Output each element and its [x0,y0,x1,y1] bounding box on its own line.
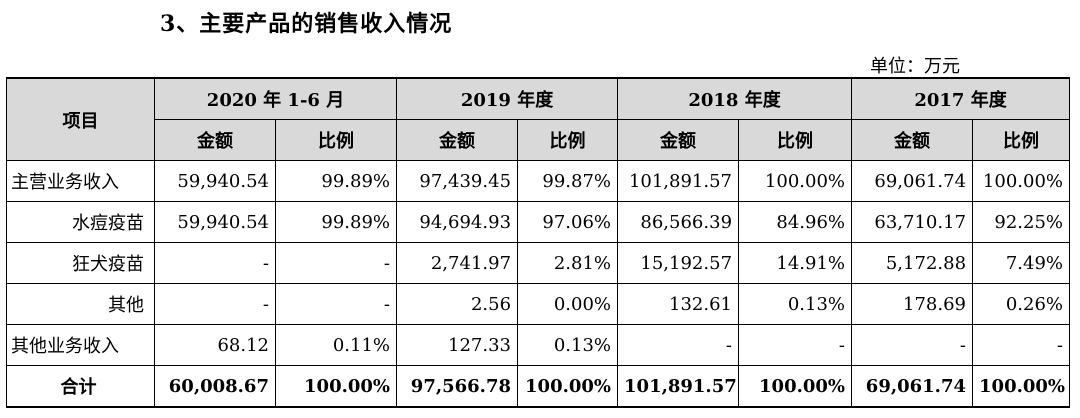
cell: 94,694.93 [396,201,519,243]
row-label: 其他业务收入 [6,324,155,366]
cell: 59,940.54 [154,201,276,243]
header-item: 项目 [6,77,155,161]
cell: 99.87% [517,160,619,202]
cell: - [738,324,853,366]
header-ratio: 比例 [972,119,1071,161]
cell: 100.00% [972,365,1071,408]
table-row: 水痘疫苗 59,940.54 99.89% 94,694.93 97.06% 8… [6,201,1071,243]
cell: - [274,242,398,284]
cell: 100.00% [274,365,398,408]
cell: 0.00% [517,283,619,325]
table-row: 其他业务收入 68.12 0.11% 127.33 0.13% - - - - [6,324,1071,366]
cell: 69,061.74 [851,160,974,202]
cell: 100.00% [738,365,853,408]
cell: 100.00% [972,160,1071,202]
table-row: 狂犬疫苗 - - 2,741.97 2.81% 15,192.57 14.91%… [6,242,1071,284]
cell: 100.00% [517,365,619,408]
cell: 0.26% [972,283,1071,325]
cell: 99.89% [274,160,398,202]
unit-note: 单位：万元 [870,56,960,77]
cell: 97,566.78 [396,365,519,408]
table-row: 主营业务收入 59,940.54 99.89% 97,439.45 99.87%… [6,160,1071,202]
cell: 97,439.45 [396,160,519,202]
cell: 84.96% [738,201,853,243]
cell: 63,710.17 [851,201,974,243]
row-label: 水痘疫苗 [6,201,155,243]
cell: - [274,283,398,325]
cell: - [154,283,276,325]
header-row-metrics: 金额 比例 金额 比例 金额 比例 金额 比例 [7,119,1071,161]
cell: 97.06% [517,201,619,243]
header-amount: 金额 [396,119,519,161]
header-amount: 金额 [617,119,740,161]
section-heading: 3、主要产品的销售收入情况 [160,11,453,37]
header-ratio: 比例 [274,119,398,161]
cell: 178.69 [851,283,974,325]
cell: - [154,242,276,284]
cell: 101,891.57 [617,365,740,408]
header-amount: 金额 [851,119,974,161]
row-label: 合计 [6,365,155,408]
header-amount: 金额 [154,119,276,161]
header-period: 2020 年 1-6 月 [153,77,398,120]
row-label: 主营业务收入 [6,160,155,202]
header-ratio: 比例 [738,119,853,161]
cell: 14.91% [738,242,853,284]
cell: 0.13% [517,324,619,366]
cell: 2.56 [396,283,519,325]
cell: - [972,324,1071,366]
cell: 7.49% [972,242,1071,284]
cell: 101,891.57 [617,160,740,202]
cell: 69,061.74 [851,365,974,408]
cell: 127.33 [396,324,519,366]
header-period: 2019 年度 [396,77,619,120]
cell: 2.81% [517,242,619,284]
cell: 59,940.54 [154,160,276,202]
header-period: 2017 年度 [851,77,1071,120]
header-ratio: 比例 [517,119,619,161]
total-row: 合计 60,008.67 100.00% 97,566.78 100.00% 1… [6,365,1071,408]
header-row-periods: 项目 2020 年 1-6 月 2019 年度 2018 年度 2017 年度 [6,77,1071,161]
cell: 92.25% [972,201,1071,243]
cell: 100.00% [738,160,853,202]
cell: 60,008.67 [154,365,276,408]
cell: 15,192.57 [617,242,740,284]
cell: - [851,324,974,366]
cell: 0.13% [738,283,853,325]
table-row: 其他 - - 2.56 0.00% 132.61 0.13% 178.69 0.… [6,283,1071,325]
sales-table: 项目 2020 年 1-6 月 2019 年度 2018 年度 2017 年度 … [6,77,1071,408]
cell: - [617,324,740,366]
row-label: 其他 [6,283,155,325]
cell: 68.12 [154,324,276,366]
cell: 132.61 [617,283,740,325]
row-label: 狂犬疫苗 [6,242,155,284]
header-period: 2018 年度 [617,77,853,120]
cell: 99.89% [274,201,398,243]
cell: 5,172.88 [851,242,974,284]
cell: 0.11% [274,324,398,366]
cell: 86,566.39 [617,201,740,243]
cell: 2,741.97 [396,242,519,284]
